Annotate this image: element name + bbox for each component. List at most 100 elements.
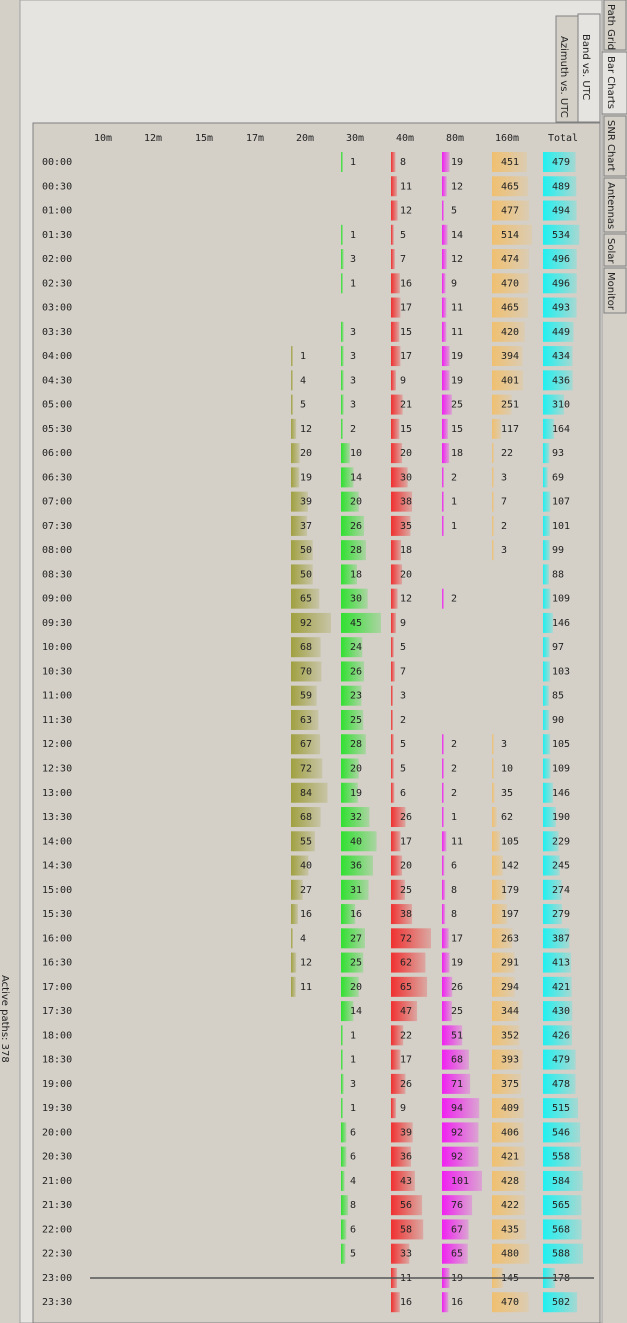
time-label: 14:30 [42,861,72,872]
bar [341,904,356,925]
cell-value: 9 [451,278,457,289]
time-label: 04:00 [42,351,72,362]
bar [492,297,529,318]
cell-value: 6 [350,1224,356,1235]
bar [341,273,343,294]
cell-value: 3 [350,400,356,411]
bar [442,297,447,318]
cell-value: 5 [350,1249,356,1260]
time-label: 06:30 [42,472,72,483]
cell-value: 22 [400,1030,412,1041]
bar [291,928,293,949]
cell-value: 11 [300,982,312,993]
cell-value: 3 [501,545,507,556]
bar [492,879,506,900]
cell-value: 310 [552,400,570,411]
cell-value: 1 [350,230,356,241]
bar [291,418,297,439]
bar [442,418,448,439]
cell-value: 4 [350,1176,356,1187]
cell-value: 20 [350,982,362,993]
bar [391,297,401,318]
cell-value: 16 [400,278,412,289]
bar [492,176,529,197]
time-label: 06:00 [42,448,72,459]
bar [442,952,450,973]
cell-value: 20 [350,497,362,508]
cell-value: 40 [350,836,362,847]
tab-label[interactable]: Path Grid [605,4,616,50]
bar [543,346,573,367]
bar [341,612,381,633]
bar [341,346,344,367]
bar [291,807,321,828]
cell-value: 514 [501,230,519,241]
tab[interactable] [603,115,627,177]
bar [543,588,551,609]
bar [291,904,298,925]
tab-label[interactable]: Monitor [605,272,616,311]
cell-value: 85 [552,691,564,702]
bar [341,321,344,342]
bar [291,467,300,488]
tab[interactable] [603,177,627,233]
tab[interactable] [603,267,627,314]
cell-value: 9 [400,618,406,629]
cell-value: 43 [400,1176,412,1187]
cell-value: 7 [400,666,406,677]
cell-value: 1 [451,521,457,532]
bar [442,200,444,221]
bar [391,200,398,221]
cell-value: 465 [501,303,519,314]
bar [543,224,580,245]
tab-label[interactable]: Bar Charts [605,56,616,109]
bar [492,443,494,464]
cell-value: 36 [400,1152,412,1163]
subtab-label[interactable]: Band vs. UTC [580,34,591,100]
cell-value: 45 [350,618,362,629]
subtab[interactable] [555,15,579,123]
column-header: 20m [296,133,314,144]
tab[interactable] [603,0,627,51]
bar [391,637,394,658]
column-header: 160m [495,133,519,144]
bar [543,807,556,828]
tab-label[interactable]: Solar [605,238,616,264]
bar [442,1243,468,1264]
tab-label[interactable]: SNR Chart [605,120,616,172]
bar [442,467,444,488]
status-text: Active paths: 378 [0,975,10,1063]
time-label: 22:00 [42,1224,72,1235]
cell-value: 279 [552,909,570,920]
cell-value: 65 [451,1249,463,1260]
bar [391,1292,400,1313]
cell-value: 94 [451,1103,463,1114]
time-label: 18:30 [42,1055,72,1066]
bar [442,1049,469,1070]
bar [391,734,394,755]
tab[interactable] [601,51,627,115]
bar [391,709,393,730]
bar [442,515,444,536]
bar [492,224,532,245]
column-header: 17m [246,133,264,144]
bar [442,831,447,852]
cell-value: 5 [300,400,306,411]
subtab-label[interactable]: Azimuth vs. UTC [558,36,569,118]
bar [442,807,444,828]
cell-value: 76 [451,1200,463,1211]
bar [543,1146,581,1167]
time-label: 13:30 [42,812,72,823]
tab-label[interactable]: Antennas [605,182,616,229]
bar [391,1122,413,1143]
cell-value: 31 [350,885,362,896]
cell-value: 565 [552,1200,570,1211]
cell-value: 1 [350,1055,356,1066]
column-header: 15m [195,133,213,144]
tab[interactable] [603,233,627,267]
cell-value: 15 [400,424,412,435]
bar [492,1098,524,1119]
cell-value: 37 [300,521,312,532]
cell-value: 477 [501,206,519,217]
bar [341,491,359,512]
